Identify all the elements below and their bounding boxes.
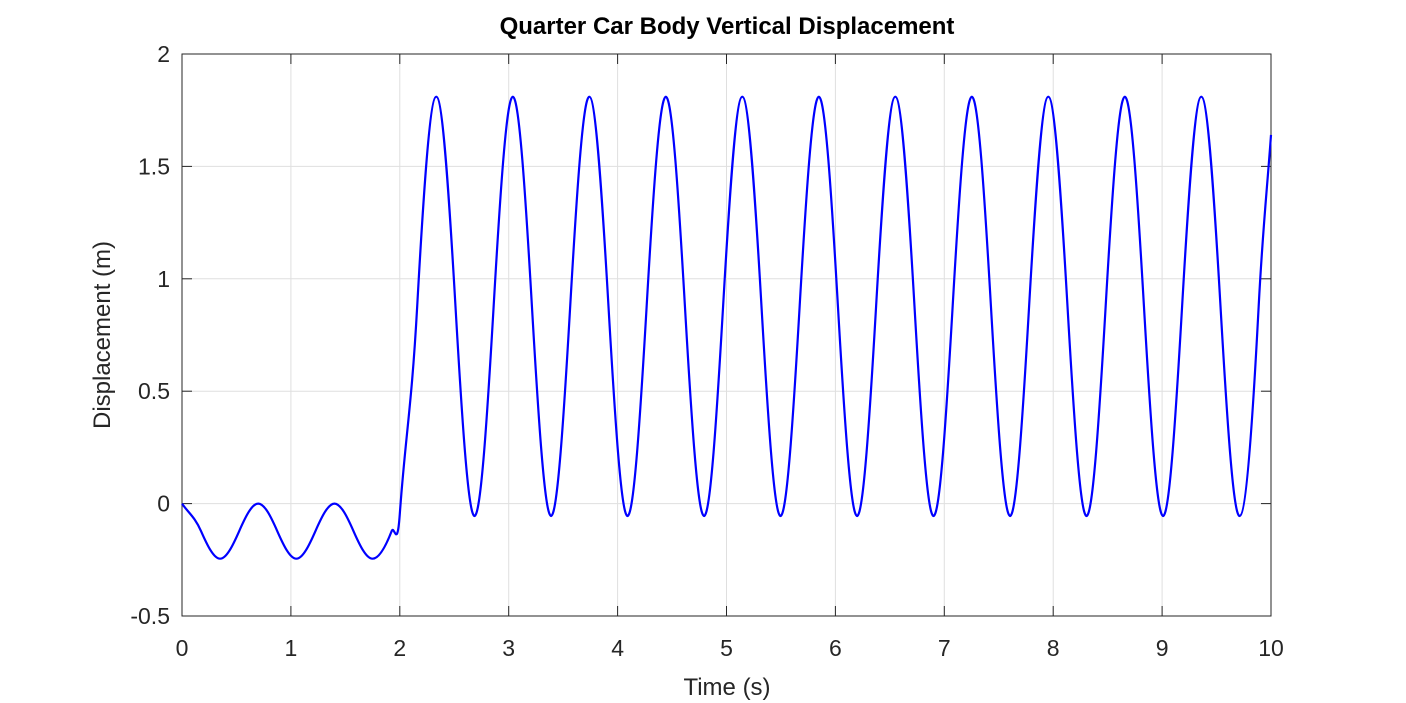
y-tick-label: 0 [157, 491, 170, 517]
y-tick-label: 0.5 [138, 378, 170, 404]
plot-frame [181, 53, 1272, 617]
x-tick-label: 1 [285, 635, 298, 661]
x-tick-label: 6 [829, 635, 842, 661]
y-tick-label: 2 [157, 41, 170, 67]
y-tick-label: 1 [157, 266, 170, 292]
data-line [181, 95, 1273, 560]
chart-title: Quarter Car Body Vertical Displacement [500, 13, 955, 40]
x-tick-label: 10 [1258, 635, 1284, 661]
x-tick-label: 8 [1047, 635, 1060, 661]
y-axis-label: Displacement (m) [89, 241, 116, 429]
x-axis-label: Time (s) [683, 674, 770, 701]
x-tick-label: 3 [502, 635, 515, 661]
x-tick-label: 9 [1156, 635, 1169, 661]
x-tick-label: 7 [938, 635, 951, 661]
x-tick-label: 4 [611, 635, 624, 661]
y-tick-label: 1.5 [138, 153, 170, 179]
x-tick-label: 0 [176, 635, 189, 661]
x-tick-label: 2 [393, 635, 406, 661]
x-tick-label: 5 [720, 635, 733, 661]
y-tick-label: -0.5 [130, 603, 170, 629]
